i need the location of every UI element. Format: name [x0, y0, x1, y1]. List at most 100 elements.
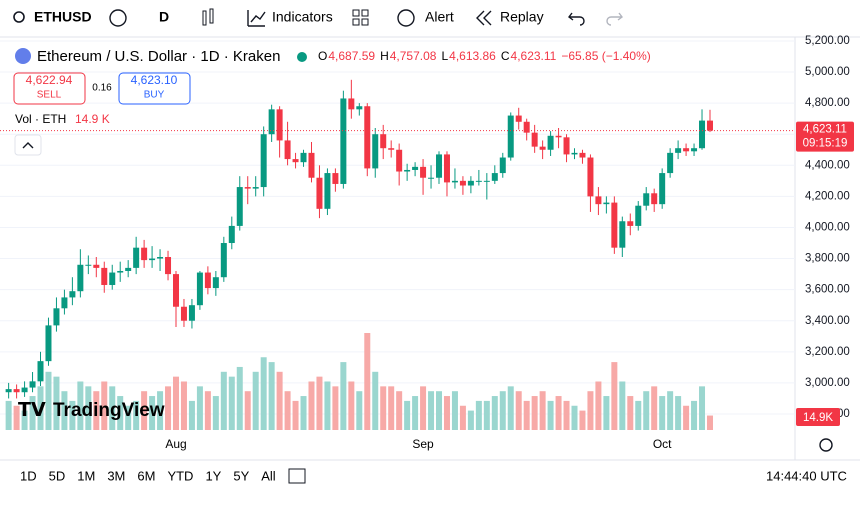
- candle-body: [523, 121, 530, 133]
- volume-bar: [308, 381, 315, 430]
- chart-type-icon: [209, 8, 214, 24]
- volume-bar: [157, 391, 164, 430]
- range-button[interactable]: All: [261, 468, 276, 483]
- candle-body: [515, 115, 522, 122]
- x-tick-label: Aug: [165, 437, 186, 451]
- volume-legend-value: 14.9 K: [75, 112, 110, 126]
- volume-bar: [611, 362, 618, 430]
- volume-bar: [13, 405, 20, 430]
- volume-bar: [5, 400, 12, 430]
- candle-body: [611, 202, 618, 248]
- y-tick-label: 4,800.00: [805, 97, 850, 109]
- ohlc-key: O: [318, 49, 327, 63]
- volume-bar: [451, 391, 458, 430]
- volume-bar: [627, 396, 634, 430]
- volume-bar: [204, 391, 211, 430]
- candle-body: [77, 264, 84, 292]
- volume-bar: [196, 386, 203, 430]
- volume-bar: [220, 371, 227, 430]
- candle-body: [651, 193, 658, 205]
- range-button[interactable]: 3M: [107, 468, 125, 483]
- buy-price: 4,623.10: [131, 73, 178, 87]
- sell-button[interactable]: [13, 72, 86, 105]
- layout-icon[interactable]: [352, 9, 360, 17]
- redo[interactable]: [606, 12, 623, 26]
- candle-body: [212, 277, 219, 289]
- indicators[interactable]: Indicators: [272, 9, 333, 25]
- candle-body: [37, 361, 44, 382]
- volume-bar: [93, 391, 100, 430]
- ohlc-key: C: [501, 49, 510, 63]
- candle-body: [196, 272, 203, 306]
- candle-body: [340, 98, 347, 184]
- replay[interactable]: Replay: [500, 9, 544, 25]
- layout-icon: [352, 18, 360, 26]
- alert[interactable]: Alert: [425, 9, 454, 25]
- alert-icon[interactable]: [397, 9, 415, 27]
- search-icon[interactable]: [13, 11, 25, 23]
- volume-bar: [499, 391, 506, 430]
- collapse-legend[interactable]: [14, 134, 42, 156]
- range-button[interactable]: 5D: [49, 468, 66, 483]
- range-button[interactable]: 1Y: [205, 468, 221, 483]
- candle-body: [29, 381, 36, 388]
- candle-body: [125, 267, 132, 271]
- indicators-icon: [247, 10, 266, 27]
- undo[interactable]: [568, 12, 585, 26]
- settings-icon[interactable]: [819, 438, 833, 452]
- candle-body: [244, 187, 251, 189]
- range-button[interactable]: 6M: [137, 468, 155, 483]
- volume-bar: [85, 386, 92, 430]
- candle-body: [300, 152, 307, 163]
- candle-body: [292, 159, 299, 163]
- ranges: 1D 5D 1M 3M 6M YTD 1Y 5Y All: [20, 468, 276, 483]
- y-tick-label: 5,200.00: [805, 35, 850, 47]
- date-range-icon[interactable]: [288, 468, 306, 484]
- y-tick-label: 3,000.00: [805, 377, 850, 389]
- candle-body: [571, 152, 578, 155]
- volume-bar: [141, 391, 148, 430]
- volume-bar: [244, 391, 251, 430]
- volume-bar: [260, 357, 267, 430]
- symbol[interactable]: ETHUSD: [34, 9, 92, 25]
- range-button[interactable]: YTD: [167, 468, 193, 483]
- buy-button[interactable]: [118, 72, 191, 105]
- y-tick-label: 4,400.00: [805, 159, 850, 171]
- volume-bar: [29, 396, 36, 430]
- volume-bar: [691, 400, 698, 430]
- volume-bar: [675, 396, 682, 430]
- volume-bar: [420, 386, 427, 430]
- x-tick-label: Oct: [653, 437, 672, 451]
- chart-type-icon[interactable]: [202, 10, 207, 26]
- interval[interactable]: D: [159, 9, 169, 25]
- range-button[interactable]: 1M: [77, 468, 95, 483]
- toolbar: [0, 0, 860, 37]
- volume-bar: [61, 391, 68, 430]
- volume-bar: [396, 391, 403, 430]
- volume-bar: [173, 376, 179, 430]
- add-symbol[interactable]: [109, 9, 127, 27]
- layout-icon: [361, 18, 369, 26]
- volume-bar: [109, 386, 116, 430]
- volume-bar: [459, 405, 466, 430]
- candle-body: [324, 173, 331, 209]
- candle-body: [157, 257, 164, 259]
- y-tick-label: 4,000.00: [805, 222, 850, 234]
- candle-body: [683, 148, 690, 152]
- volume-bar: [125, 405, 132, 430]
- volume-bar: [364, 333, 371, 430]
- range-button[interactable]: 5Y: [233, 468, 249, 483]
- volume-bar: [53, 376, 60, 430]
- candle-body: [691, 148, 698, 152]
- range-button[interactable]: 1D: [20, 468, 37, 483]
- volume-bar: [467, 410, 474, 430]
- volume-bar: [324, 381, 331, 430]
- volume-bar: [37, 386, 44, 430]
- candle-body: [643, 193, 650, 206]
- candle-body: [204, 272, 211, 289]
- price-tag-value: 4,623.11: [803, 124, 847, 136]
- candle-body: [21, 387, 28, 393]
- candle-body: [699, 120, 706, 149]
- candle-body: [675, 148, 682, 153]
- volume-bar: [388, 386, 395, 430]
